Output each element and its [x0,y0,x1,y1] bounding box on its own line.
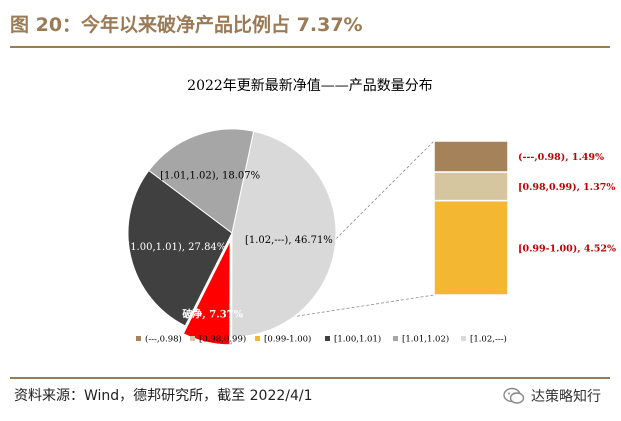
legend-swatch-0-98 [136,336,141,341]
pie-slice-po-jing [182,240,231,346]
pie-slice-1-02 [231,130,337,338]
wechat-icon [503,387,525,404]
pie-slices [127,128,337,346]
bottom-rule [10,377,610,379]
source-note: 资料来源：Wind，德邦研究所，截至 2022/4/1 [14,388,313,404]
legend-swatch-0-98-0-99 [190,336,195,341]
legend-swatch-0-99-1-00 [255,336,260,341]
breakdown-label-0-98: (---,0.98), 1.49% [518,152,604,163]
pie-slice-1-00-1-01 [127,169,233,327]
legend-swatch-1-02 [461,336,466,341]
legend-label-0-99-1-00: [0.99-1.00) [264,334,311,345]
legend-label-1-01-1-02: [1.01,1.02) [402,334,449,345]
breakdown-label-0-98-0-99: [0.98,0.99), 1.37% [518,182,615,193]
legend-label-0-98-0-99: [0.98,0.99) [199,334,246,345]
connector-top [229,140,435,346]
slice-labels: [1.02,---), 46.71% 破净, 7.37% [1.00,1.01), … [126,171,333,321]
legend: (---,0.98) [0.98,0.99) [0.99-1.00) [1.00,1.… [136,334,507,345]
watermark: 达策略知行 [503,384,601,408]
breakdown-label-0-99-1-00: [0.99-1.00), 4.52% [518,243,616,254]
top-rule [10,46,610,48]
legend-swatch-1-01-1-02 [393,336,398,341]
breakdown-bar [433,140,509,296]
breakdown-labels: (---,0.98), 1.49% [0.98,0.99), 1.37% [0.99… [518,152,616,254]
legend-label-1-02: [1.02,---) [470,334,507,345]
slice-label-1-01-1-02: [1.01,1.02), 18.07% [160,171,260,182]
legend-label-0-98: (---,0.98) [145,334,182,345]
breakdown-segment-0-98 [433,140,509,173]
figure-title: 图 20：今年以来破净产品比例占 7.37% [10,14,363,36]
chart-title: 2022年更新最新净值——产品数量分布 [187,78,433,94]
pie-slice-1-01-1-02 [148,128,255,234]
legend-label-1-00-1-01: [1.00,1.01) [334,334,381,345]
slice-label-po-jing: 破净, 7.37% [182,308,243,321]
watermark-text: 达策略知行 [531,389,601,405]
slice-label-1-02: [1.02,---), 46.71% [245,235,333,246]
slice-label-1-00-1-01: [1.00,1.01), 27.84% [126,242,226,253]
breakdown-segment-0-99-1-00 [433,199,509,296]
breakdown-segment-0-98-0-99 [433,171,509,202]
legend-swatch-1-00-1-01 [325,336,330,341]
